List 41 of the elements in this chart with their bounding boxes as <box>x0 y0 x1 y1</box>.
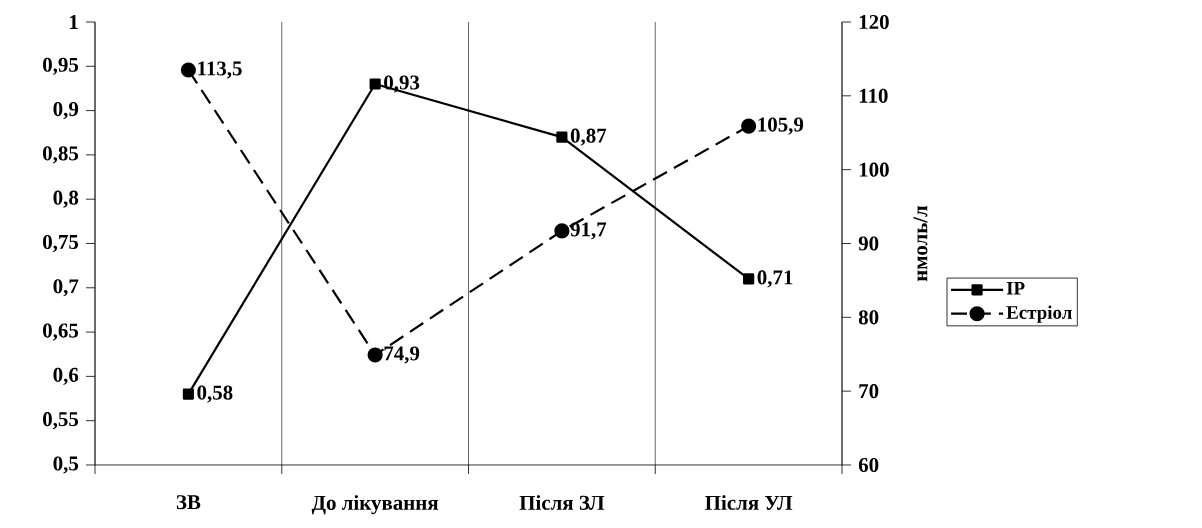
y2-tick-label: 60 <box>858 457 879 473</box>
y-tick-label: 0,9 <box>53 102 79 120</box>
point <box>556 131 568 143</box>
y2-tick-label: 120 <box>859 14 889 30</box>
y-tick-label: 0,8 <box>53 190 79 208</box>
y-tick-label: 0,65 <box>43 323 79 341</box>
legend-label: Естріол <box>1006 305 1072 323</box>
data-label: 0,87 <box>570 128 607 146</box>
point <box>369 78 381 90</box>
data-label: 113,5 <box>198 61 242 79</box>
y2-tick-label: 110 <box>859 88 888 103</box>
x-tick-label: ЗВ <box>176 495 201 510</box>
y-tick-label: 0,75 <box>43 234 79 253</box>
y-tick-label: 0,85 <box>43 146 79 164</box>
data-label: 74,9 <box>384 346 420 364</box>
x-tick-label: Після ЗЛ <box>519 495 605 510</box>
data-label: 0,58 <box>197 385 233 403</box>
y-tick-label: 0,95 <box>43 57 79 75</box>
y2-tick-label: 70 <box>859 384 879 399</box>
y-tick-label: 1 <box>70 15 78 29</box>
y-tick-label: 0,5 <box>53 456 79 474</box>
data-label: 91,7 <box>570 222 607 240</box>
point <box>367 347 383 363</box>
legend-label: ІР <box>1006 282 1025 295</box>
x-tick-label: Після УЛ <box>705 495 793 510</box>
y2-tick-label: 80 <box>858 310 879 325</box>
point <box>743 273 755 285</box>
y-tick-label: 0,55 <box>43 412 79 430</box>
x-tick-label: До лікування <box>311 495 439 515</box>
point <box>741 118 757 134</box>
y2-tick-label: 100 <box>859 162 889 177</box>
point <box>554 223 570 239</box>
y2-axis-title: нмоль/л <box>913 205 928 282</box>
y-tick-label: 0,7 <box>53 279 79 297</box>
y-tick-label: 0,6 <box>53 367 79 385</box>
data-label: 105,9 <box>758 117 804 135</box>
point <box>180 62 196 78</box>
y2-tick-label: 90 <box>858 236 879 251</box>
point <box>182 388 194 400</box>
data-label: 0,71 <box>757 270 793 288</box>
data-label: 0,93 <box>384 75 420 93</box>
